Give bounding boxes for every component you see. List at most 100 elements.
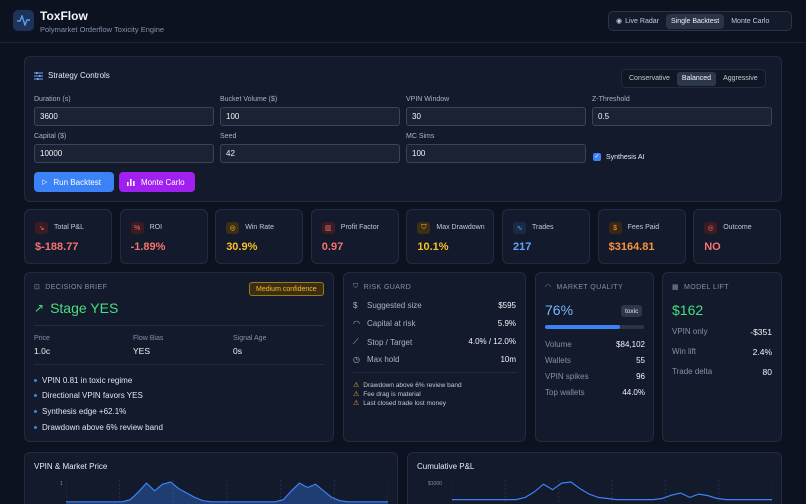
kpi-value: 30.9% — [226, 241, 258, 253]
bar-chart-icon — [127, 179, 135, 186]
signal-age-label: Signal Age — [233, 335, 267, 342]
vpin-chart-panel — [24, 452, 398, 504]
gauge-icon: ◠ — [545, 284, 552, 291]
kpi-value: $3164.81 — [608, 241, 655, 253]
warning-item: ⚠ Fee drag is material — [353, 390, 421, 399]
synthesis-ai-toggle[interactable]: ✓ Synthesis AI — [593, 153, 645, 161]
checkbox-checked-icon[interactable]: ✓ — [593, 153, 601, 161]
warning-icon: ⚠ — [353, 400, 360, 407]
risk-row-value: 4.0% / 12.0% — [468, 337, 516, 346]
sliders-icon — [34, 71, 43, 80]
preset-conservative[interactable]: Conservative — [629, 75, 670, 82]
capital-input[interactable] — [34, 144, 214, 163]
pnl-chart-panel — [407, 452, 782, 504]
kpi-value: -1.89% — [130, 241, 166, 253]
target-icon: ◎ — [704, 222, 718, 234]
app-subtitle: Polymarket Orderflow Toxicity Engine — [40, 25, 165, 34]
monte-carlo-button[interactable]: Monte Carlo — [119, 172, 195, 192]
risk-row-value: 5.9% — [497, 319, 516, 328]
strategy-controls-title: Strategy Controls — [34, 71, 110, 80]
flow-bias-value: YES — [133, 346, 151, 356]
kpi-card: ↘ Total P&L $-188.77 — [24, 209, 112, 264]
vpin-chart-title: VPIN & Market Price — [34, 462, 108, 471]
risk-guard-header: ⛉ RISK GUARD — [353, 283, 412, 291]
divider — [353, 372, 517, 373]
list-item: VPIN 0.81 in toxic regime — [34, 376, 132, 385]
market-row-value: 44.0% — [622, 388, 645, 397]
market-row-value: $84,102 — [616, 340, 645, 349]
kpi-value: 217 — [513, 241, 532, 253]
model-lift-header: ▦ MODEL LIFT — [672, 283, 729, 292]
pnl-y-tick: $1000 — [428, 481, 442, 487]
confidence-badge: Medium confidence — [249, 282, 324, 296]
kpi-value: $-188.77 — [35, 241, 79, 253]
kpi-card: ⛉ Max Drawdown 10.1% — [406, 209, 495, 264]
mc-sims-input[interactable] — [406, 144, 586, 163]
kpi-card: $ Fees Paid $3164.81 — [597, 209, 686, 264]
preset-aggressive[interactable]: Aggressive — [723, 75, 758, 82]
price-value: 1.0c — [34, 346, 51, 356]
series-line — [452, 481, 772, 501]
market-score: 76% — [545, 302, 574, 318]
model-lift-panel — [662, 272, 782, 442]
kpi-card: ∿ Trades 217 — [502, 209, 590, 264]
tab-single-backtest[interactable]: Single Backtest — [665, 13, 725, 29]
seed-label: Seed — [220, 133, 237, 140]
risk-row-label: ◠ Capital at risk — [353, 319, 416, 328]
percent-icon: % — [130, 222, 144, 234]
target-icon: ◎ — [226, 222, 240, 234]
model-row-label: Trade delta — [672, 367, 713, 376]
market-quality-panel — [535, 272, 654, 442]
kpi-card: ◎ Outcome NO — [693, 209, 782, 264]
mc-sims-label: MC Sims — [406, 133, 435, 140]
kpi-card: % ROI -1.89% — [119, 209, 208, 264]
seed-input[interactable] — [220, 144, 400, 163]
arrow-up-right-icon: ↗ — [34, 301, 45, 315]
capital-label: Capital ($) — [34, 133, 67, 140]
model-row-value: 80 — [762, 367, 772, 377]
preset-switcher: Conservative Balanced Aggressive — [621, 69, 766, 88]
run-backtest-button[interactable]: ▷ Run Backtest — [34, 172, 114, 192]
model-row-label: VPIN only — [672, 327, 708, 336]
kpi-value: 0.97 — [321, 241, 344, 253]
preset-balanced[interactable]: Balanced — [676, 71, 717, 86]
divider — [34, 364, 324, 365]
market-row-label: VPIN spikes — [545, 372, 589, 381]
pnl-chart-title: Cumulative P&L — [417, 462, 475, 471]
market-row-value: 55 — [636, 356, 645, 365]
model-lift-value: $162 — [672, 302, 704, 318]
vpin-window-input[interactable] — [406, 107, 586, 126]
gauge-icon: ◠ — [353, 319, 360, 328]
risk-row-value: $595 — [498, 301, 516, 310]
kpi-label: ROI — [149, 224, 163, 231]
list-item: Drawdown above 6% review band — [34, 423, 163, 432]
decision-brief-header: ⊡ DECISION BRIEF — [34, 283, 108, 292]
kpi-label: Win Rate — [245, 224, 274, 231]
kpi-label: Trades — [532, 224, 554, 231]
mode-switcher: ◉ Live Radar Single Backtest Monte Carlo — [608, 11, 792, 31]
duration-input[interactable] — [34, 107, 214, 126]
kpi-label: Outcome — [723, 224, 752, 231]
market-row-label: Top wallets — [545, 388, 585, 397]
risk-row-label: $ Suggested size — [353, 301, 422, 310]
tab-live-radar[interactable]: ◉ Live Radar — [616, 17, 659, 26]
z-threshold-input[interactable] — [592, 107, 772, 126]
toxic-badge: toxic — [621, 305, 643, 317]
dollar-icon: $ — [608, 222, 622, 234]
shield-icon: ⛉ — [417, 222, 431, 234]
list-item: Directional VPIN favors YES — [34, 391, 143, 400]
bucket-volume-label: Bucket Volume ($) — [220, 96, 278, 103]
kpi-label: Profit Factor — [340, 224, 379, 231]
tab-monte-carlo[interactable]: Monte Carlo — [731, 17, 770, 25]
bucket-volume-input[interactable] — [220, 107, 400, 126]
robot-icon: ⊡ — [34, 284, 41, 291]
decision-brief-panel — [24, 272, 334, 442]
decision-headline: ↗ Stage YES — [34, 300, 119, 316]
market-row-label: Volume — [545, 340, 572, 349]
model-row-label: Win lift — [672, 347, 696, 356]
vpin-chart — [66, 480, 388, 504]
signal-age-value: 0s — [233, 346, 242, 356]
app-title: ToxFlow — [40, 9, 88, 23]
kpi-label: Fees Paid — [627, 224, 660, 231]
trend-down-icon: ↘ — [35, 222, 48, 234]
